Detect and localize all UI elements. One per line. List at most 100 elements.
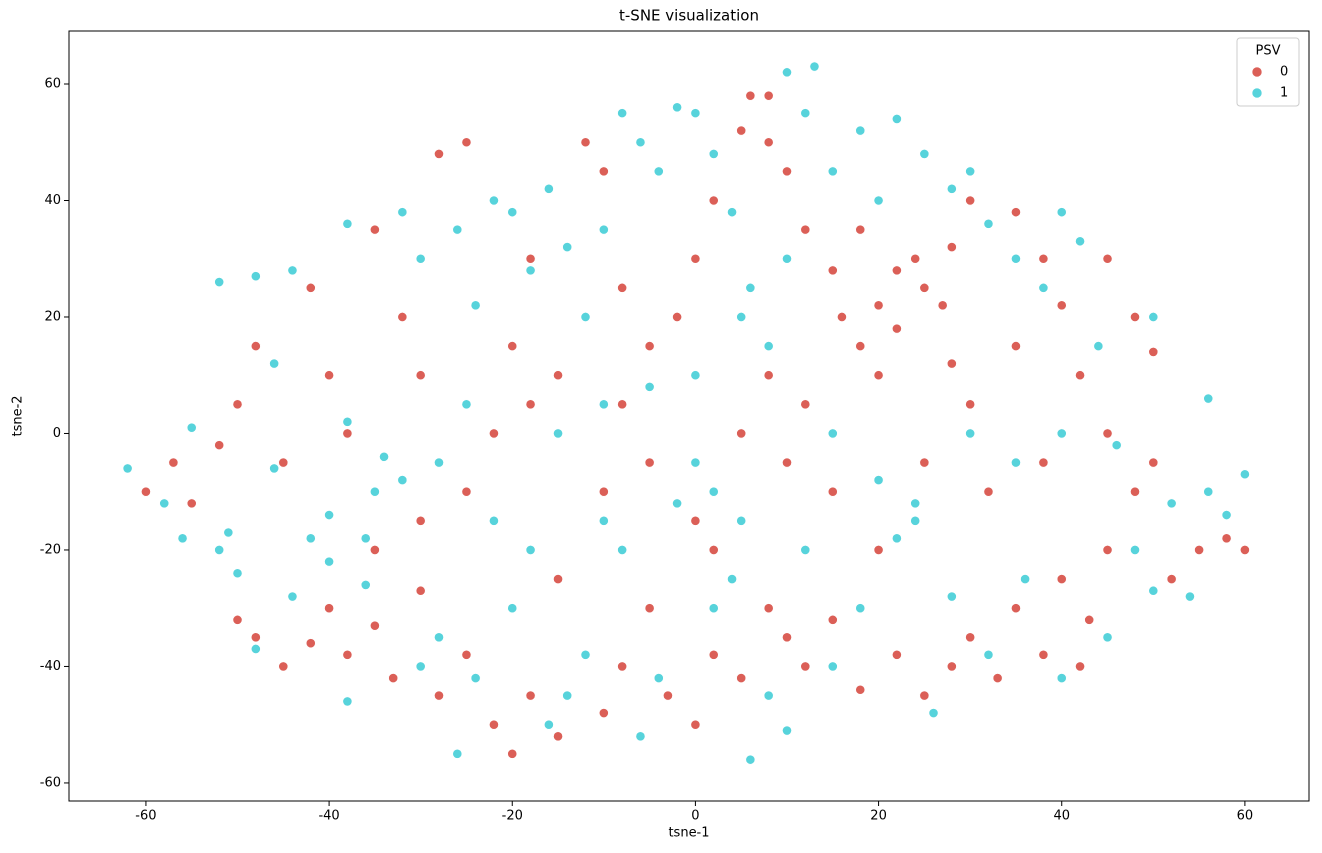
legend-box (1236, 37, 1300, 107)
point (690, 370, 701, 381)
point (873, 300, 884, 311)
point (1020, 574, 1031, 584)
point (736, 125, 747, 136)
point (342, 428, 353, 439)
point (1011, 457, 1021, 468)
point (928, 708, 939, 718)
point (708, 603, 719, 614)
point (919, 690, 930, 701)
point (379, 451, 389, 462)
point (644, 603, 655, 614)
point (708, 486, 719, 497)
chart-title: t-SNE visualization (619, 7, 759, 25)
point (342, 218, 353, 229)
point (1221, 533, 1232, 544)
point (342, 416, 353, 427)
point (342, 696, 353, 707)
point (690, 719, 701, 730)
point (644, 341, 655, 352)
point (415, 585, 426, 596)
point (461, 137, 472, 148)
point (434, 690, 444, 701)
point (855, 224, 866, 235)
point (736, 515, 747, 526)
point (690, 253, 701, 264)
y-tick-label: 20 (44, 309, 61, 324)
point (250, 644, 261, 654)
point (800, 399, 811, 410)
point (891, 265, 902, 276)
point (910, 253, 921, 264)
point (1011, 603, 1021, 614)
point (992, 673, 1003, 684)
point (855, 684, 866, 695)
point (827, 486, 838, 497)
point (782, 632, 792, 643)
point (800, 108, 811, 119)
point (919, 282, 930, 293)
point (1148, 347, 1159, 357)
point (937, 300, 948, 311)
y-tick-label: 0 (53, 426, 61, 441)
point (827, 428, 838, 439)
point (250, 271, 261, 282)
point (168, 457, 179, 468)
point (873, 195, 884, 206)
x-tick-label: 60 (1237, 809, 1254, 824)
point (827, 265, 838, 276)
point (946, 358, 957, 369)
point (525, 545, 536, 555)
point (141, 486, 151, 497)
point (470, 300, 481, 311)
point (873, 370, 884, 381)
point (617, 108, 628, 119)
point (232, 568, 243, 579)
point (745, 754, 756, 765)
point (232, 399, 243, 410)
point (452, 224, 463, 235)
point (397, 312, 408, 322)
point (891, 533, 902, 544)
point (553, 428, 563, 439)
point (1075, 370, 1085, 381)
point (461, 486, 472, 497)
point (1102, 632, 1113, 643)
point (159, 498, 170, 509)
point (910, 498, 921, 509)
point (415, 253, 426, 264)
point (672, 498, 682, 509)
y-axis-label: tsne-2 (11, 395, 26, 436)
point (507, 603, 518, 614)
point (186, 422, 197, 433)
y-tick-label: -40 (40, 659, 61, 674)
y-tick-label: -60 (40, 775, 61, 790)
point (415, 661, 426, 672)
point (690, 108, 701, 119)
point (745, 282, 756, 293)
point (653, 673, 664, 684)
point (672, 102, 682, 113)
point (214, 440, 225, 451)
point (1056, 673, 1067, 684)
point (305, 533, 316, 544)
point (827, 614, 838, 625)
point (507, 207, 518, 218)
point (1194, 545, 1205, 555)
point (965, 195, 976, 206)
point (1130, 545, 1140, 555)
point (388, 673, 399, 684)
point (800, 545, 811, 555)
point (727, 207, 737, 218)
point (708, 545, 719, 555)
point (470, 673, 481, 684)
point (763, 137, 774, 148)
point (434, 457, 444, 468)
point (745, 90, 756, 101)
point (1056, 574, 1067, 584)
point (369, 486, 380, 497)
point (305, 638, 316, 649)
point (1102, 545, 1113, 555)
point (452, 748, 463, 759)
point (809, 61, 820, 72)
point (965, 632, 976, 643)
